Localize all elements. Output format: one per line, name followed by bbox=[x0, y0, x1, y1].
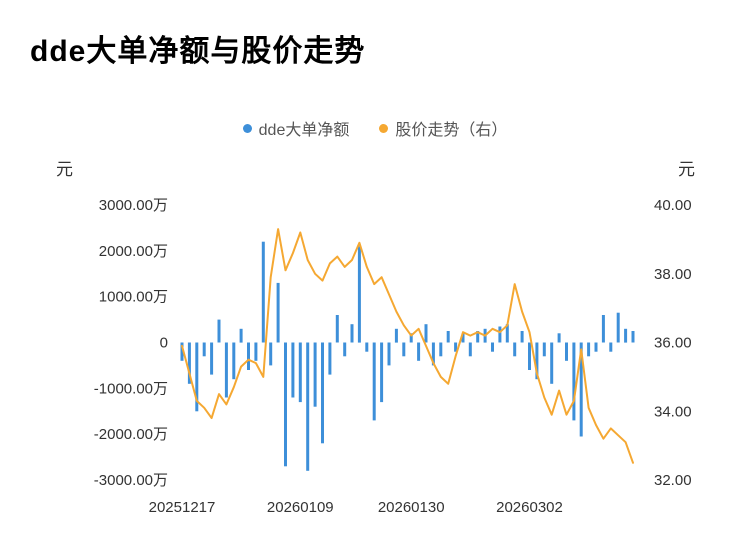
net-amount-bar bbox=[224, 342, 228, 398]
legend-dot-bar-icon bbox=[242, 123, 252, 133]
net-amount-bar bbox=[180, 342, 184, 361]
net-amount-bar bbox=[394, 328, 398, 343]
x-axis-tick-label: 20260302 bbox=[496, 499, 563, 516]
legend: dde大单净额 股价走势（右） bbox=[0, 116, 750, 140]
net-amount-bar bbox=[328, 342, 332, 375]
net-amount-bar bbox=[254, 342, 258, 361]
x-axis-tick-label: 20251217 bbox=[149, 499, 216, 516]
right-axis-tick-label: 40.00 bbox=[654, 197, 692, 214]
net-amount-bar bbox=[594, 342, 598, 352]
net-amount-bar bbox=[291, 342, 295, 398]
net-amount-bar bbox=[498, 326, 502, 343]
net-amount-bar bbox=[232, 342, 236, 380]
left-axis-tick-label: 0 bbox=[160, 335, 168, 352]
net-amount-bar bbox=[587, 342, 591, 357]
right-axis-tick-label: 36.00 bbox=[654, 335, 692, 352]
net-amount-bar bbox=[572, 342, 576, 421]
net-amount-bar bbox=[357, 246, 361, 343]
net-amount-bar bbox=[513, 342, 517, 357]
net-amount-bar bbox=[380, 342, 384, 403]
net-amount-bar bbox=[454, 342, 458, 352]
net-amount-bar bbox=[446, 331, 450, 343]
net-amount-bar bbox=[409, 333, 413, 343]
net-amount-bar bbox=[269, 342, 273, 366]
net-amount-bar bbox=[313, 342, 317, 407]
left-axis-tick-label: -3000.00万 bbox=[94, 472, 168, 489]
net-amount-bar bbox=[520, 331, 524, 343]
net-amount-bar bbox=[247, 342, 250, 370]
net-amount-bar bbox=[461, 333, 465, 343]
net-amount-bar bbox=[321, 342, 324, 444]
chart-title: dde大单净额与股价走势 bbox=[30, 35, 366, 68]
left-axis-tick-label: 1000.00万 bbox=[99, 289, 168, 306]
net-amount-bar bbox=[528, 342, 531, 370]
net-amount-bar bbox=[239, 328, 243, 343]
net-amount-bar bbox=[550, 342, 554, 384]
left-axis-unit: 元 bbox=[56, 160, 73, 179]
left-axis-tick-label: 2000.00万 bbox=[99, 243, 168, 260]
legend-item-price-trend[interactable]: 股价走势（右） bbox=[379, 116, 507, 140]
net-amount-bar bbox=[609, 342, 613, 352]
net-amount-bar bbox=[202, 342, 206, 357]
net-amount-bar bbox=[624, 328, 628, 343]
net-amount-bar bbox=[365, 342, 369, 352]
x-axis-tick-label: 20260109 bbox=[267, 499, 334, 516]
net-amount-bar bbox=[439, 342, 443, 357]
right-axis-tick-label: 34.00 bbox=[654, 403, 692, 420]
net-amount-bar bbox=[491, 342, 494, 352]
net-amount-bar bbox=[350, 324, 354, 343]
net-amount-bar bbox=[535, 342, 539, 380]
price-trend-line bbox=[181, 228, 634, 464]
net-amount-bar bbox=[565, 342, 568, 361]
net-amount-bar bbox=[298, 342, 302, 403]
legend-item-dde-net[interactable]: dde大单净额 bbox=[242, 116, 350, 140]
net-amount-bar bbox=[631, 331, 635, 343]
net-amount-bar bbox=[579, 342, 583, 437]
net-amount-bar bbox=[284, 342, 287, 467]
right-axis-unit: 元 bbox=[678, 160, 695, 179]
net-amount-bar bbox=[343, 342, 347, 357]
net-amount-bar bbox=[476, 331, 480, 343]
legend-label-line: 股价走势（右） bbox=[395, 122, 508, 139]
net-amount-bar bbox=[187, 342, 191, 384]
net-amount-bar bbox=[276, 282, 280, 343]
net-amount-bar bbox=[557, 333, 561, 343]
left-axis-tick-label: 3000.00万 bbox=[99, 197, 168, 214]
right-axis-tick-label: 32.00 bbox=[654, 472, 692, 489]
net-amount-bar bbox=[505, 324, 509, 343]
net-amount-bar bbox=[616, 312, 620, 343]
net-amount-bar bbox=[261, 241, 265, 343]
net-amount-bar bbox=[402, 342, 406, 357]
x-axis-tick-label: 20260130 bbox=[378, 499, 445, 516]
net-amount-bar bbox=[195, 342, 199, 412]
net-amount-bar bbox=[601, 315, 605, 343]
left-axis-tick-label: -1000.00万 bbox=[94, 380, 168, 397]
legend-dot-line-icon bbox=[379, 123, 389, 133]
net-amount-bar bbox=[424, 324, 428, 343]
net-amount-bar bbox=[372, 342, 376, 421]
net-amount-bar bbox=[306, 342, 310, 471]
net-amount-bar bbox=[468, 342, 472, 357]
legend-label-bar: dde大单净额 bbox=[258, 122, 350, 139]
net-amount-bar bbox=[431, 342, 435, 366]
net-amount-bar bbox=[542, 342, 546, 357]
right-axis-tick-label: 38.00 bbox=[654, 266, 692, 283]
net-amount-bar bbox=[417, 342, 421, 361]
left-axis-tick-label: -2000.00万 bbox=[94, 426, 168, 443]
net-amount-bar bbox=[335, 315, 339, 343]
net-amount-bar bbox=[210, 342, 214, 375]
net-amount-bar bbox=[387, 342, 391, 366]
net-amount-bar bbox=[217, 319, 221, 343]
